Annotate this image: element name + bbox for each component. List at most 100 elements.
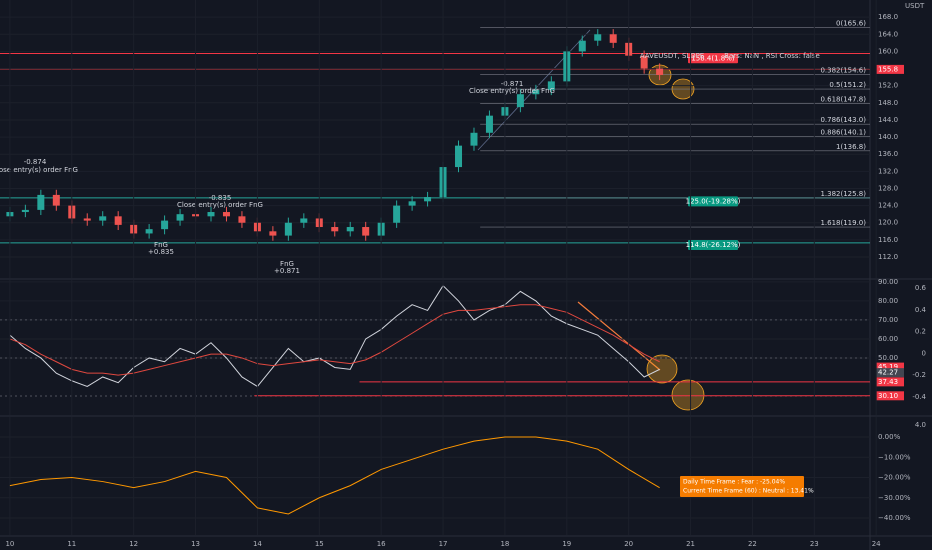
highlight-circle xyxy=(646,354,678,384)
y-tick-label: 50.00 xyxy=(878,354,898,362)
candle-body xyxy=(594,34,602,41)
annotation: Bars: NaN , RSI Cross: false xyxy=(724,52,820,60)
y2-tick-label: -0.4 xyxy=(912,393,926,401)
y-tick-label: 90.00 xyxy=(878,278,898,286)
axis-badge xyxy=(876,368,904,378)
y-tick-label: −40.00% xyxy=(878,514,911,522)
y-tick-label: 132.0 xyxy=(878,167,898,175)
annotation: +0.871 xyxy=(274,267,300,275)
candle-body xyxy=(485,115,493,133)
y-tick-label: 148.0 xyxy=(878,99,898,107)
candle-body xyxy=(609,34,617,43)
series-line xyxy=(9,284,660,388)
x-tick-label: 11 xyxy=(67,540,76,548)
fib-label: 1.618(119.0) xyxy=(820,219,866,227)
candle-body xyxy=(176,214,184,221)
axis-badge xyxy=(876,377,904,387)
y-tick-label: 0.00% xyxy=(878,433,901,441)
y-tick-label: 140.0 xyxy=(878,133,898,141)
y-tick-label: −20.00% xyxy=(878,474,911,482)
annotation: Close entry(s) order FnG xyxy=(177,201,263,209)
y-tick-label: 164.0 xyxy=(878,30,898,38)
x-tick-label: 18 xyxy=(500,540,509,548)
fib-label: 1.382(125.8) xyxy=(820,190,866,198)
candle-body xyxy=(393,205,401,223)
candle-body xyxy=(99,216,107,221)
x-tick-label: 12 xyxy=(129,540,138,548)
y-tick-label: 70.00 xyxy=(878,316,898,324)
y-tick-label: 60.00 xyxy=(878,335,898,343)
x-tick-label: 17 xyxy=(439,540,448,548)
series-line xyxy=(9,436,660,515)
y2-tick-label: 4.0 xyxy=(915,421,926,429)
trend-line xyxy=(577,301,661,371)
candle-body xyxy=(640,55,648,69)
axis-unit: USDT xyxy=(905,2,925,10)
candle-body xyxy=(532,89,540,95)
candle-body xyxy=(207,212,215,217)
candle-body xyxy=(346,227,354,232)
y-tick-label: −10.00% xyxy=(878,453,911,461)
annotation: -0.874 xyxy=(24,158,47,166)
annotation: AAVEUSDT, SLOPE xyxy=(640,52,704,60)
y-tick-label: 124.0 xyxy=(878,202,898,210)
candle-body xyxy=(284,222,292,236)
candle-body xyxy=(578,40,586,52)
x-tick-label: 16 xyxy=(377,540,386,548)
fib-label: 0.786(143.0) xyxy=(820,116,866,124)
fib-label: 1(136.8) xyxy=(836,143,866,151)
candle-body xyxy=(656,68,664,75)
price-tag-label: 114.8(-26.12%) xyxy=(686,241,741,249)
y-tick-label: −30.00% xyxy=(878,494,911,502)
annotation: -0.835 xyxy=(209,194,232,202)
info-box xyxy=(680,476,804,497)
candle-body xyxy=(547,81,555,90)
candle-body xyxy=(269,231,277,236)
candle-body xyxy=(516,94,524,108)
x-tick-label: 21 xyxy=(686,540,695,548)
candle-body xyxy=(52,194,60,206)
fib-label: 0.886(140.1) xyxy=(820,129,866,137)
fib-label: 0.382(154.6) xyxy=(820,67,866,75)
axis-badge-label: 37.43 xyxy=(878,378,898,386)
price-tag-label: 125.0(-19.28%) xyxy=(686,197,741,205)
candle-body xyxy=(161,220,169,230)
annotation: FnG xyxy=(280,260,294,268)
y-tick-label: 168.0 xyxy=(878,13,898,21)
y-tick-label: 144.0 xyxy=(878,116,898,124)
price-tag xyxy=(688,53,738,64)
candle-body xyxy=(114,216,122,225)
axis-badge-label: 30.10 xyxy=(878,392,898,400)
y-tick-label: 80.00 xyxy=(878,297,898,305)
annotation: FnG xyxy=(154,241,168,249)
candle-body xyxy=(331,227,339,232)
candle-body xyxy=(470,132,478,146)
info-text: Current Time Frame (60) : Neutral : 13.4… xyxy=(683,488,814,495)
x-tick-label: 14 xyxy=(253,540,262,548)
x-tick-label: 19 xyxy=(562,540,571,548)
candle-body xyxy=(37,194,45,210)
annotation: Close entry(s) order FnG xyxy=(0,166,78,174)
candle-body xyxy=(145,229,153,234)
x-tick-label: 24 xyxy=(872,540,881,548)
y2-tick-label: -0.2 xyxy=(912,371,926,379)
y2-tick-label: 0 xyxy=(922,349,926,357)
axis-badge-label: 45.19 xyxy=(878,363,898,371)
y-tick-label: 120.0 xyxy=(878,219,898,227)
y2-tick-label: 0.2 xyxy=(915,328,926,336)
x-tick-label: 13 xyxy=(191,540,200,548)
candle-body xyxy=(408,201,416,206)
candle-body xyxy=(222,212,230,217)
x-tick-label: 15 xyxy=(315,540,324,548)
x-tick-label: 20 xyxy=(624,540,633,548)
y-tick-label: 112.0 xyxy=(878,253,898,261)
candle-body xyxy=(238,216,246,223)
fib-label: 0(165.6) xyxy=(836,19,866,27)
candle-body xyxy=(362,227,370,236)
x-tick-label: 23 xyxy=(810,540,819,548)
y2-tick-label: 0.6 xyxy=(915,284,927,292)
candle-body xyxy=(424,197,432,202)
fib-label: 0.618(147.8) xyxy=(820,96,866,104)
